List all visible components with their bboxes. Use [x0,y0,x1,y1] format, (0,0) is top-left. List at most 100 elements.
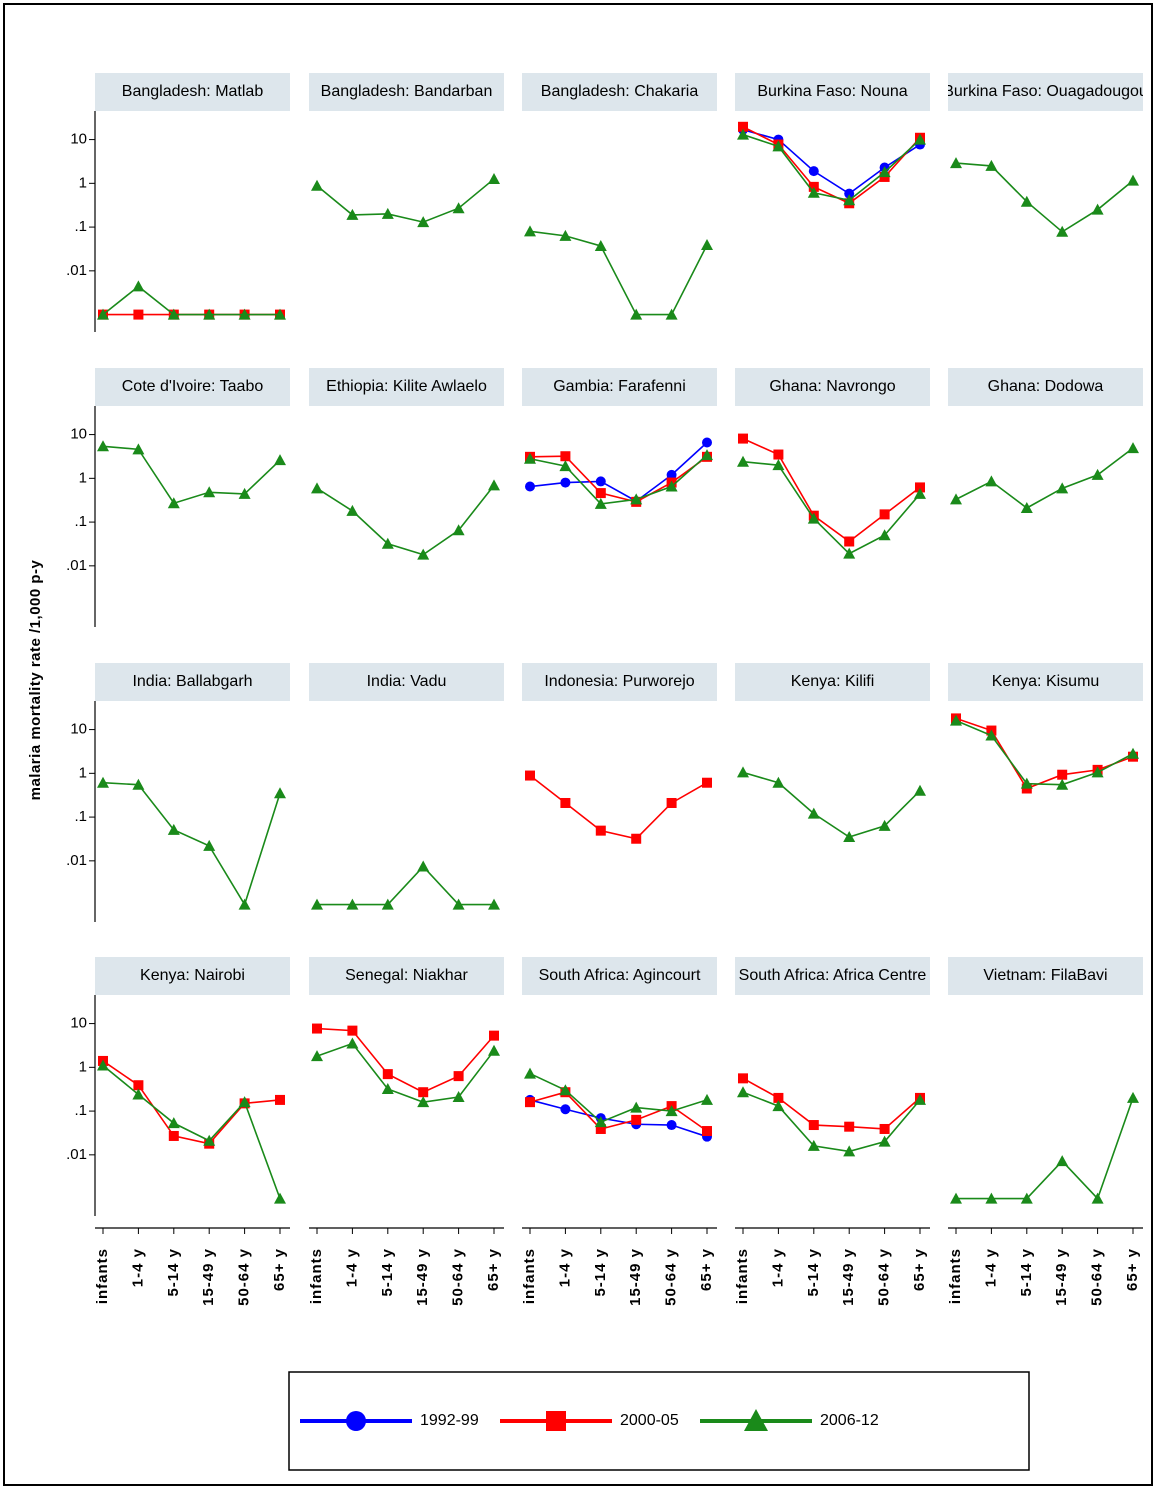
y-tick-label: .1 [74,513,87,530]
panel-title: Bangladesh: Chakaria [541,83,699,100]
marker [203,1134,216,1146]
marker [666,797,677,808]
legend-label: 1992-99 [420,1412,479,1429]
series-line [742,1091,921,1153]
marker [525,1097,535,1108]
panel-strip [522,368,717,406]
marker [738,121,748,132]
marker [347,1025,358,1036]
x-tick-label: 1-4 y [769,1248,786,1287]
marker [525,770,535,781]
marker [772,776,785,788]
marker [1091,468,1104,480]
panel-title: Bangladesh: Matlab [122,83,264,100]
series-line [955,719,1134,786]
marker [560,797,571,808]
panel-strip [948,368,1143,406]
x-tick-label: infants [94,1248,111,1304]
panel-strip [95,663,290,701]
series-line [316,484,495,556]
marker [595,1123,606,1134]
marker [132,443,145,455]
panel-title: Vietnam: FilaBavi [983,967,1107,984]
marker [1057,769,1068,780]
series-line [316,178,495,223]
x-tick-label: 15-49 y [840,1248,857,1306]
marker [630,493,643,505]
marker [1020,1192,1033,1204]
marker [381,1082,394,1094]
series-line [742,460,921,555]
marker [417,860,430,872]
x-tick-label: 50-64 y [450,1248,467,1306]
marker [630,308,643,320]
marker [1091,203,1104,215]
marker [311,482,323,494]
marker [97,440,109,452]
marker [238,898,251,910]
panel: Vietnam: FilaBavi infants 1-4 y 5-14 y 15-49… [947,957,1143,1306]
marker [773,449,784,460]
marker [666,469,677,480]
marker [914,487,926,499]
x-tick-label: 1-4 y [982,1248,999,1287]
marker [1056,778,1069,790]
panel-strip [522,663,717,701]
marker [595,825,606,836]
panel: Burkina Faso: Nouna [735,73,930,209]
panel-strip [95,73,290,111]
panel: Cote d'Ivoire: Taabo 10 1 .1 .01 [66,368,290,627]
marker [878,1135,891,1147]
marker [594,239,607,251]
marker [950,1192,962,1204]
marker [203,308,216,320]
panel: Bangladesh: Bandarban [309,73,504,228]
marker [879,509,890,520]
panel-strip [309,663,504,701]
marker [879,1123,890,1134]
marker [702,777,712,788]
series-line [529,774,708,840]
panel: India: Vadu [309,663,504,910]
marker [985,159,998,171]
marker [311,1050,323,1062]
marker [666,1120,677,1131]
x-tick-label: 15-49 y [1053,1248,1070,1306]
series-line [529,455,708,503]
x-tick-label: 15-49 y [200,1248,217,1306]
y-tick-label: 1 [79,469,87,486]
marker [665,480,678,492]
marker [560,1104,571,1115]
x-tick-label: 5-14 y [379,1248,396,1297]
series-line [955,162,1134,233]
panel-title: Kenya: Nairobi [140,967,245,984]
marker [133,309,144,320]
legend-label: 2000-05 [620,1412,679,1429]
marker [1020,501,1033,513]
marker [524,225,536,237]
marker [1127,1091,1139,1103]
marker [737,455,749,467]
marker [843,547,856,559]
x-tick-label: 5-14 y [1018,1248,1035,1297]
marker [950,714,962,726]
marker [701,238,713,250]
panel: Indonesia: Purworejo [522,663,717,844]
marker [167,823,180,835]
y-tick-label: 10 [70,721,87,738]
x-tick-label: 50-64 y [236,1248,253,1306]
panel-strip [735,368,930,406]
legend-box [288,1371,1030,1471]
series-line [316,1027,495,1094]
y-tick-label: .1 [74,1102,87,1119]
marker [559,1084,572,1096]
marker [807,186,820,198]
panel-title: Ethiopia: Kilite Awlaelo [326,378,487,395]
marker [312,1023,322,1034]
series-line [102,445,281,505]
frame [3,3,1153,1486]
x-tick-label: 5-14 y [805,1248,822,1297]
marker [452,202,465,214]
marker [346,898,359,910]
panel-strip [309,73,504,111]
